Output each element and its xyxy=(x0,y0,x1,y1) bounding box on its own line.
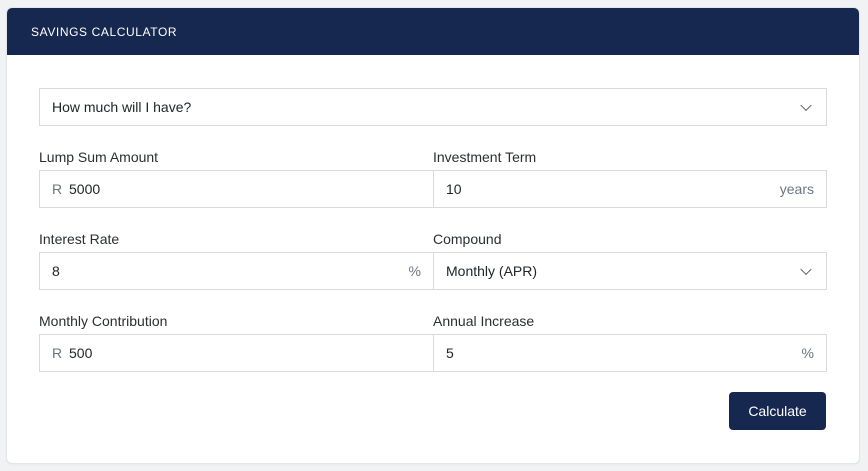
calculation-type-value: How much will I have? xyxy=(52,99,192,115)
savings-calculator-card: SAVINGS CALCULATOR How much will I have?… xyxy=(6,7,860,464)
chevron-down-icon xyxy=(800,99,812,112)
card-header: SAVINGS CALCULATOR xyxy=(7,8,859,55)
currency-prefix: R xyxy=(52,345,63,361)
percent-suffix: % xyxy=(408,263,421,279)
years-suffix: years xyxy=(779,181,814,197)
calculation-type-select[interactable]: How much will I have? xyxy=(39,88,827,126)
page-title: SAVINGS CALCULATOR xyxy=(31,24,178,39)
compound-value: Monthly (APR) xyxy=(446,263,538,279)
annual-increase-input[interactable]: 5 % xyxy=(433,334,827,372)
investment-term-label: Investment Term xyxy=(433,149,537,165)
lump-sum-label: Lump Sum Amount xyxy=(39,149,159,165)
monthly-contribution-input[interactable]: R 500 xyxy=(39,334,434,372)
annual-increase-label: Annual Increase xyxy=(433,313,535,329)
lump-sum-value: 5000 xyxy=(69,181,101,197)
chevron-down-icon xyxy=(800,263,812,276)
lump-sum-input[interactable]: R 5000 xyxy=(39,170,434,208)
currency-prefix: R xyxy=(52,181,63,197)
interest-rate-value: 8 xyxy=(52,263,60,279)
monthly-contribution-label: Monthly Contribution xyxy=(39,313,168,329)
compound-select[interactable]: Monthly (APR) xyxy=(433,252,827,290)
annual-increase-value: 5 xyxy=(446,345,454,361)
interest-rate-input[interactable]: 8 % xyxy=(39,252,434,290)
percent-suffix: % xyxy=(801,345,814,361)
compound-label: Compound xyxy=(433,231,502,247)
calculate-button[interactable]: Calculate xyxy=(729,392,826,430)
investment-term-value: 10 xyxy=(446,181,462,197)
monthly-contribution-value: 500 xyxy=(69,345,93,361)
interest-rate-label: Interest Rate xyxy=(39,231,120,247)
investment-term-input[interactable]: 10 years xyxy=(433,170,827,208)
